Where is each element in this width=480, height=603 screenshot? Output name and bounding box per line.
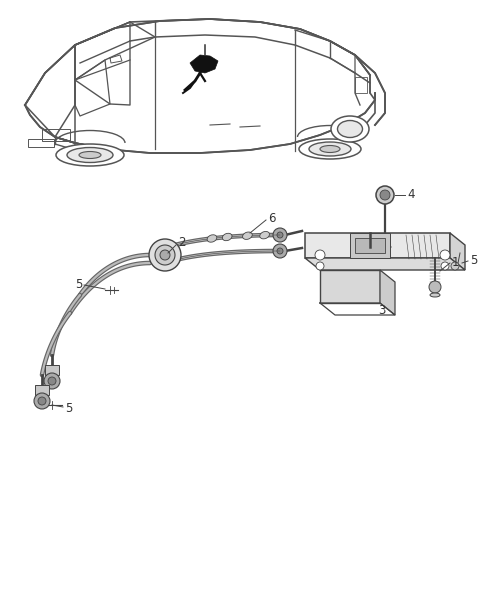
Text: 6: 6 <box>268 212 276 224</box>
Circle shape <box>273 228 287 242</box>
Circle shape <box>315 250 325 260</box>
Circle shape <box>44 373 60 389</box>
Ellipse shape <box>242 232 252 239</box>
Ellipse shape <box>56 144 124 166</box>
Circle shape <box>451 262 459 270</box>
Polygon shape <box>190 55 218 73</box>
Ellipse shape <box>207 235 217 242</box>
Text: 1: 1 <box>452 256 459 270</box>
Text: 2: 2 <box>178 236 185 250</box>
Ellipse shape <box>79 151 101 159</box>
Ellipse shape <box>299 139 361 159</box>
Circle shape <box>441 262 449 270</box>
Ellipse shape <box>430 293 440 297</box>
Bar <box>28 139 54 147</box>
Polygon shape <box>450 233 465 270</box>
Polygon shape <box>305 233 450 258</box>
Bar <box>355 77 367 93</box>
Bar <box>35 385 49 395</box>
Ellipse shape <box>331 116 369 142</box>
Polygon shape <box>355 238 385 253</box>
Ellipse shape <box>260 232 269 239</box>
Ellipse shape <box>222 233 232 241</box>
Text: 4: 4 <box>407 189 415 201</box>
Circle shape <box>149 239 181 271</box>
Circle shape <box>376 186 394 204</box>
Text: 3: 3 <box>378 303 385 317</box>
Circle shape <box>316 262 324 270</box>
Polygon shape <box>320 270 380 303</box>
Polygon shape <box>305 258 465 270</box>
Circle shape <box>34 393 50 409</box>
Polygon shape <box>350 233 390 258</box>
Ellipse shape <box>309 142 351 156</box>
Circle shape <box>155 245 175 265</box>
Circle shape <box>440 250 450 260</box>
Circle shape <box>277 232 283 238</box>
Circle shape <box>48 377 56 385</box>
Text: 5: 5 <box>470 254 478 268</box>
Circle shape <box>273 244 287 258</box>
Ellipse shape <box>67 148 113 162</box>
Bar <box>45 365 59 375</box>
Ellipse shape <box>320 145 340 153</box>
Circle shape <box>429 281 441 293</box>
Circle shape <box>380 190 390 200</box>
Circle shape <box>277 248 283 254</box>
Bar <box>42 129 70 141</box>
Text: 5: 5 <box>65 402 72 415</box>
Ellipse shape <box>379 245 391 249</box>
Polygon shape <box>380 270 395 315</box>
Circle shape <box>160 250 170 260</box>
Ellipse shape <box>337 121 362 137</box>
Circle shape <box>38 397 46 405</box>
Text: 5: 5 <box>74 279 82 291</box>
